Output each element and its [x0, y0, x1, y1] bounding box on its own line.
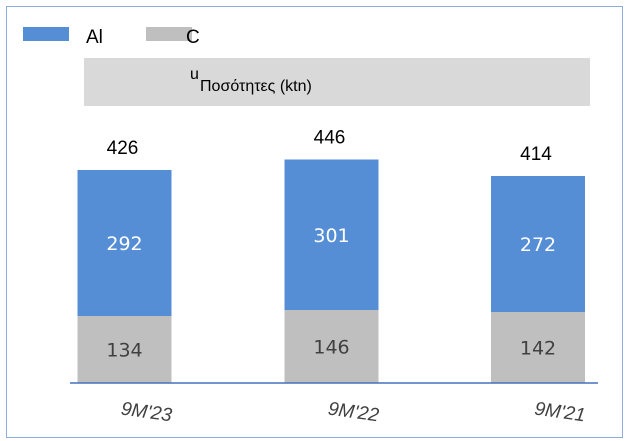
title-prefix: u [190, 66, 199, 83]
chart-title: Ποσότητες (ktn) [200, 78, 312, 95]
data-label-c-2: 146 [313, 337, 349, 359]
bar-c-2 [284, 310, 379, 383]
data-label-c-3: 142 [520, 338, 556, 360]
total-label-1: 426 [107, 138, 139, 159]
bar-c-1 [77, 316, 172, 383]
title-band [84, 58, 590, 106]
bar-al-3 [491, 176, 585, 312]
data-label-al-2: 301 [313, 225, 349, 247]
bar-c-3 [491, 312, 585, 383]
bar-al-1 [77, 170, 172, 316]
legend: Al C [23, 27, 200, 48]
category-label-2: 9M'22 [327, 399, 381, 427]
total-label-2: 446 [314, 128, 346, 149]
data-label-al-3: 272 [520, 234, 556, 256]
legend-swatch-al [23, 27, 69, 41]
category-label-3: 9M'21 [533, 399, 587, 427]
data-label-al-1: 292 [106, 233, 142, 255]
bars-group: 134 292 426 9M'23 146 301 446 9M'22 142 272 414 9M'… [77, 128, 587, 427]
bar-al-2 [284, 159, 379, 310]
legend-label-c: C [186, 27, 200, 48]
data-label-c-1: 134 [106, 340, 142, 362]
legend-swatch-c [146, 27, 192, 41]
total-label-3: 414 [520, 144, 552, 165]
category-label-1: 9M'23 [120, 399, 174, 427]
legend-label-al: Al [86, 27, 103, 48]
